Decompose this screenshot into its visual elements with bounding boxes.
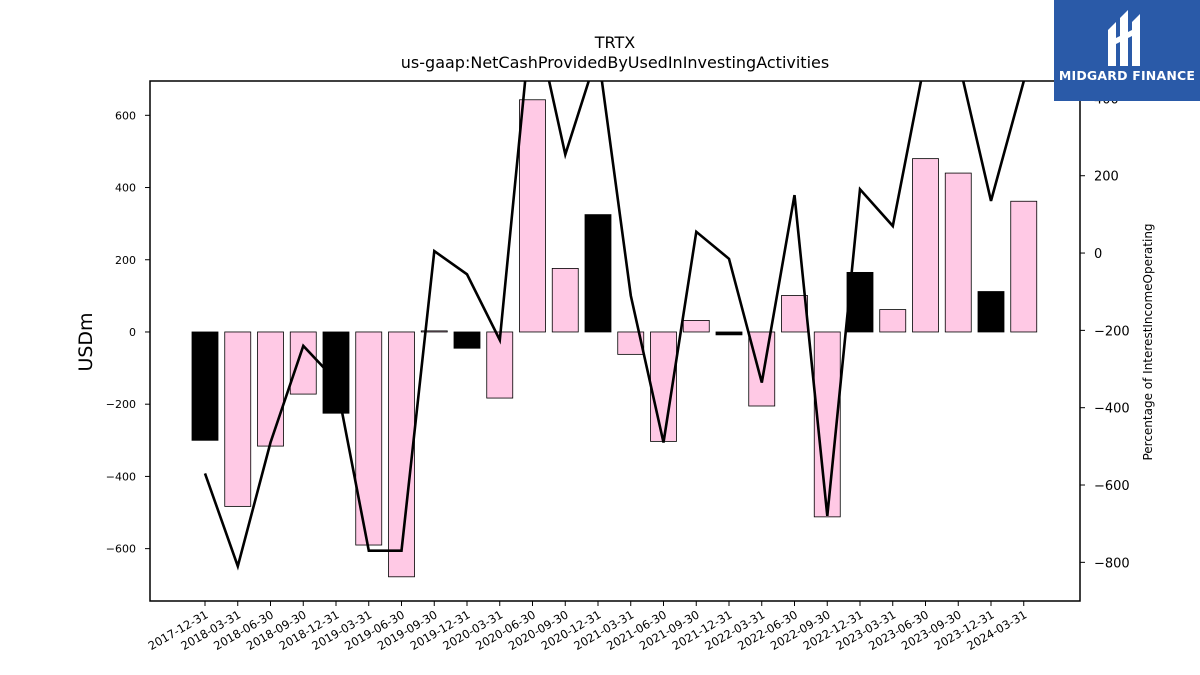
bar (977, 291, 1005, 333)
y-tick-label: −600 (106, 543, 136, 556)
brand-logo-text: MIDGARD FINANCE (1058, 68, 1196, 83)
brand-logo: MIDGARD FINANCE (1054, 0, 1200, 101)
plot-frame (149, 80, 1081, 602)
y2-tick-label: −600 (1094, 479, 1130, 494)
midgard-logo-icon (1108, 10, 1140, 66)
bar (257, 331, 284, 447)
y-tick-label: −400 (106, 470, 136, 483)
x-axis: 2017-12-312018-03-312018-06-302018-09-30… (146, 601, 1029, 653)
bar (551, 268, 579, 333)
bar (519, 99, 546, 333)
bar (781, 295, 808, 333)
bar (944, 172, 972, 333)
line-path (203, 81, 1026, 571)
chart-subtitle: us-gaap:NetCashProvidedByUsedInInvesting… (401, 53, 829, 72)
bar (715, 331, 743, 336)
y-tick-label: 400 (115, 182, 136, 195)
y-tick-label: 600 (115, 109, 136, 122)
chart-title: TRTX (594, 33, 636, 52)
bar (355, 331, 383, 546)
bar (748, 331, 776, 407)
y2-tick-label: −400 (1094, 402, 1130, 417)
y-tick-label: 200 (115, 254, 136, 267)
bar (224, 331, 252, 507)
y-axis: −600 −400 −200 0 200 400 600 (106, 109, 150, 556)
bar (879, 309, 907, 333)
y-tick-label: 0 (129, 326, 136, 339)
y2-tick-label: 0 (1094, 247, 1102, 262)
y-axis-label: USDm (75, 312, 97, 371)
y2-tick-label: 200 (1094, 170, 1119, 185)
bar (420, 330, 448, 333)
bar (1010, 200, 1038, 333)
y-tick-label: −200 (106, 398, 136, 411)
bar (388, 331, 415, 578)
bar-series (191, 99, 1038, 578)
bar (682, 320, 710, 333)
y2-axis-label: Percentage of InterestIncomeOperating (1141, 223, 1155, 460)
bar (191, 331, 219, 441)
bar (584, 214, 612, 333)
y2-tick-label: −200 (1094, 324, 1130, 339)
line-series (203, 81, 1026, 571)
y2-tick-label: −800 (1094, 556, 1130, 571)
bar (617, 331, 645, 355)
bar (912, 158, 939, 333)
bar (453, 331, 481, 349)
bar (289, 331, 317, 395)
